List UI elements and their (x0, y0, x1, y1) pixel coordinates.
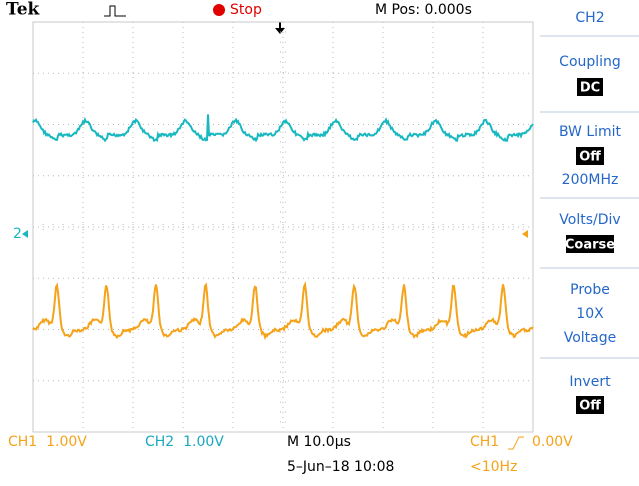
trigger-level-arrow (522, 230, 528, 238)
status: Stop (230, 2, 262, 18)
menu-label[interactable]: Coupling (559, 54, 621, 70)
brand: Tek (6, 0, 41, 20)
menu-value[interactable]: DC (580, 81, 600, 96)
value-box (566, 235, 614, 253)
menu-label[interactable]: Volts/Div (559, 212, 620, 228)
ch1-waveform (32, 280, 534, 341)
graticule (32, 21, 534, 433)
menu-line: 10X (576, 306, 604, 322)
menu-value[interactable]: Off (579, 399, 601, 414)
menu-line: Voltage (564, 330, 617, 346)
position: M Pos: 0.000s (375, 2, 472, 18)
value-box (577, 78, 603, 96)
trigger-level: 0.00V (532, 434, 573, 450)
value-box (576, 396, 604, 414)
ch2-waveform (32, 114, 534, 143)
menu-title: CH2 (575, 10, 604, 26)
ch2-marker-arrow (22, 230, 28, 238)
graticule-frame (32, 21, 534, 433)
trigger-source: CH1 (470, 434, 499, 450)
ch2-marker: 2 (13, 226, 22, 242)
menu-label[interactable]: Invert (569, 374, 611, 390)
stop-dot (213, 4, 225, 16)
menu-value[interactable]: Off (579, 150, 601, 165)
side-menu: CH2 Coupling DC BW Limit Off 200MHz Volt… (540, 10, 639, 414)
value-box (576, 147, 604, 165)
ch2-scale: CH2 1.00V (145, 434, 224, 450)
menu-label[interactable]: BW Limit (559, 124, 622, 140)
timebase: M 10.0µs (287, 434, 351, 450)
date-time: 5–Jun–18 10:08 (287, 459, 394, 475)
acquire-icon (104, 5, 126, 17)
trigger-slope (508, 436, 524, 450)
frequency: <10Hz (470, 459, 517, 475)
trigger-position-arrow (275, 22, 285, 34)
menu-value[interactable]: Coarse (565, 238, 615, 253)
menu-note: 200MHz (562, 172, 619, 188)
menu-label[interactable]: Probe (570, 282, 610, 298)
ch1-scale: CH1 1.00V (8, 434, 87, 450)
